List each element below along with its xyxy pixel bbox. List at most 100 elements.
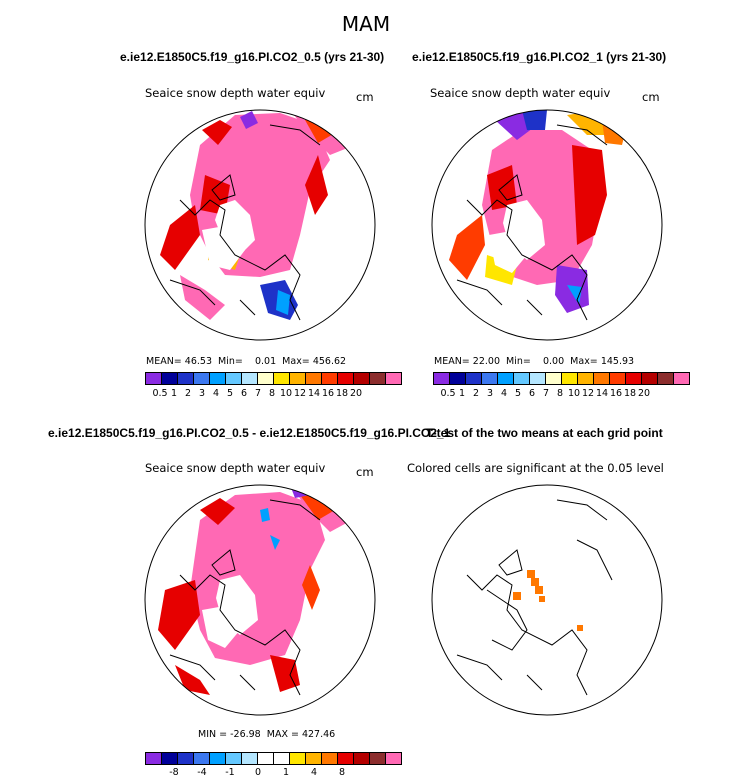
colorbar-swatch [337, 752, 354, 765]
panel1-variable-title: Seaice snow depth water equiv [145, 86, 326, 100]
colorbar-label: 14 [307, 388, 321, 399]
colorbar-swatch [209, 372, 226, 385]
panel3-colorbar [145, 752, 402, 765]
colorbar-label: 5 [514, 388, 522, 399]
colorbar-label: 8 [338, 767, 346, 778]
panel3-variable-title: Seaice snow depth water equiv [145, 461, 326, 475]
panel2-case-title: e.ie12.E1850C5.f19_g16.PI.CO2_1 (yrs 21-… [412, 50, 667, 64]
colorbar-swatch [145, 372, 162, 385]
colorbar-label: 0.5 [152, 388, 168, 399]
colorbar-swatch [177, 752, 194, 765]
colorbar-label: 4 [212, 388, 220, 399]
colorbar-label: 12 [581, 388, 595, 399]
colorbar-label: 2 [472, 388, 480, 399]
colorbar-swatch [161, 752, 178, 765]
colorbar-swatch [209, 752, 226, 765]
colorbar-swatch [577, 372, 594, 385]
colorbar-swatch [561, 372, 578, 385]
colorbar-label: 7 [542, 388, 550, 399]
colorbar-label: 7 [254, 388, 262, 399]
colorbar-label: 1 [282, 767, 290, 778]
colorbar-swatch [385, 752, 402, 765]
panel2-stats: MEAN= 22.00 Min= 0.00 Max= 145.93 [434, 356, 635, 367]
colorbar-swatch [241, 752, 258, 765]
colorbar-label: 8 [268, 388, 276, 399]
panel1-colorbar-labels: 0.5 1 2 3 4 5 6 7 8 10 12 14 16 18 20 [146, 388, 386, 400]
colorbar-label: 2 [184, 388, 192, 399]
colorbar-swatch [449, 372, 466, 385]
colorbar-swatch [353, 752, 370, 765]
colorbar-label: 16 [321, 388, 335, 399]
panel2-variable-title: Seaice snow depth water equiv [430, 86, 611, 100]
colorbar-label: 6 [240, 388, 248, 399]
colorbar-swatch [241, 372, 258, 385]
panel4-variable-title: Colored cells are significant at the 0.0… [407, 461, 664, 475]
colorbar-label: 18 [335, 388, 349, 399]
panel4-polar-map [431, 484, 663, 716]
colorbar-label: 5 [226, 388, 234, 399]
colorbar-label: 3 [198, 388, 206, 399]
panel3-colorbar-labels: -8 -4 -1 0 1 4 8 [146, 767, 386, 779]
panel3-case-title: e.ie12.E1850C5.f19_g16.PI.CO2_0.5 - e.ie… [48, 426, 451, 440]
panel3-stats: MIN = -26.98 MAX = 427.46 [198, 729, 336, 740]
colorbar-swatch [513, 372, 530, 385]
colorbar-label: 14 [595, 388, 609, 399]
panel4-significant-cell [577, 625, 583, 631]
panel1-units: cm [356, 90, 374, 104]
colorbar-label: -4 [197, 767, 207, 778]
panel3-polar-map [144, 484, 376, 716]
colorbar-label: 3 [486, 388, 494, 399]
colorbar-label: 10 [279, 388, 293, 399]
panel1-case-title: e.ie12.E1850C5.f19_g16.PI.CO2_0.5 (yrs 2… [120, 50, 385, 64]
colorbar-swatch [273, 372, 290, 385]
colorbar-swatch [193, 752, 210, 765]
colorbar-swatch [657, 372, 674, 385]
colorbar-swatch [529, 372, 546, 385]
panel1-colorbar [145, 372, 402, 385]
colorbar-swatch [177, 372, 194, 385]
colorbar-swatch [305, 372, 322, 385]
colorbar-label: 1 [170, 388, 178, 399]
colorbar-swatch [289, 372, 306, 385]
colorbar-swatch [433, 372, 450, 385]
colorbar-swatch [305, 752, 322, 765]
colorbar-swatch [273, 752, 290, 765]
colorbar-label: 10 [567, 388, 581, 399]
colorbar-swatch [353, 372, 370, 385]
panel2-colorbar [433, 372, 690, 385]
colorbar-label: 18 [623, 388, 637, 399]
panel4-significant-cell [527, 570, 535, 578]
colorbar-swatch [545, 372, 562, 385]
colorbar-swatch [289, 752, 306, 765]
colorbar-swatch [225, 372, 242, 385]
colorbar-label: -1 [225, 767, 235, 778]
panel2-units: cm [642, 90, 660, 104]
figure-title: MAM [341, 12, 391, 36]
colorbar-label: 0 [254, 767, 262, 778]
panel1-stats: MEAN= 46.53 Min= 0.01 Max= 456.62 [146, 356, 347, 367]
colorbar-swatch [193, 372, 210, 385]
panel2-colorbar-labels: 0.5 1 2 3 4 5 6 7 8 10 12 14 16 18 20 [434, 388, 674, 400]
colorbar-swatch [257, 752, 274, 765]
colorbar-label: 6 [528, 388, 536, 399]
colorbar-label: 20 [637, 388, 651, 399]
colorbar-swatch [145, 752, 162, 765]
panel2-polar-map [431, 109, 663, 341]
colorbar-label: 12 [293, 388, 307, 399]
colorbar-label: -8 [169, 767, 179, 778]
colorbar-label: 8 [556, 388, 564, 399]
colorbar-swatch [497, 372, 514, 385]
panel4-case-title: T-test of the two means at each grid poi… [426, 426, 663, 440]
colorbar-swatch [641, 372, 658, 385]
colorbar-label: 4 [500, 388, 508, 399]
colorbar-swatch [337, 372, 354, 385]
panel4-significant-cell [531, 578, 539, 586]
colorbar-swatch [593, 372, 610, 385]
colorbar-label: 4 [310, 767, 318, 778]
colorbar-swatch [161, 372, 178, 385]
panel4-significant-cell [513, 592, 521, 600]
colorbar-swatch [465, 372, 482, 385]
colorbar-swatch [321, 372, 338, 385]
colorbar-label: 1 [458, 388, 466, 399]
panel4-significant-cell [539, 596, 545, 602]
